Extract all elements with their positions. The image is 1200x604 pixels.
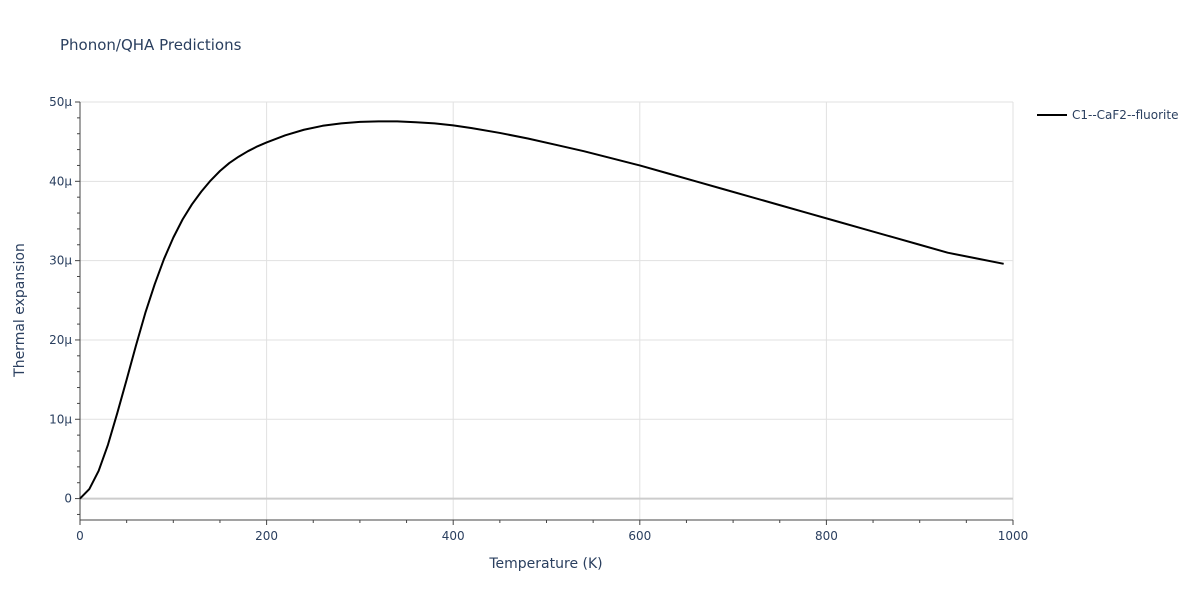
y-tick-label: 0 [64,492,72,506]
y-tick-label: 40μ [49,174,72,188]
y-tick-label: 50μ [49,95,72,109]
y-tick-label: 10μ [49,412,72,426]
x-tick-label: 800 [815,529,838,543]
x-tick-label: 600 [628,529,651,543]
series-layer [79,120,1004,500]
grid-layer [80,101,1014,520]
legend-label[interactable]: C1--CaF2--fluorite [1072,108,1178,122]
legend[interactable]: C1--CaF2--fluorite [1037,108,1178,122]
x-tick-label: 0 [76,529,84,543]
chart-title: Phonon/QHA Predictions [60,36,242,54]
axis-layer: 0 200 400 600 800 1000 0 10μ 20μ 30μ 40μ 50μ [49,95,1028,543]
x-tick-label: 200 [255,529,278,543]
series-line [79,120,1004,500]
x-axis-title: Temperature (K) [488,556,602,572]
y-tick-label: 30μ [49,254,72,268]
y-axis-title: Thermal expansion [12,243,28,378]
x-tick-label: 1000 [998,529,1029,543]
x-tick-label: 400 [442,529,465,543]
y-tick-label: 20μ [49,333,72,347]
